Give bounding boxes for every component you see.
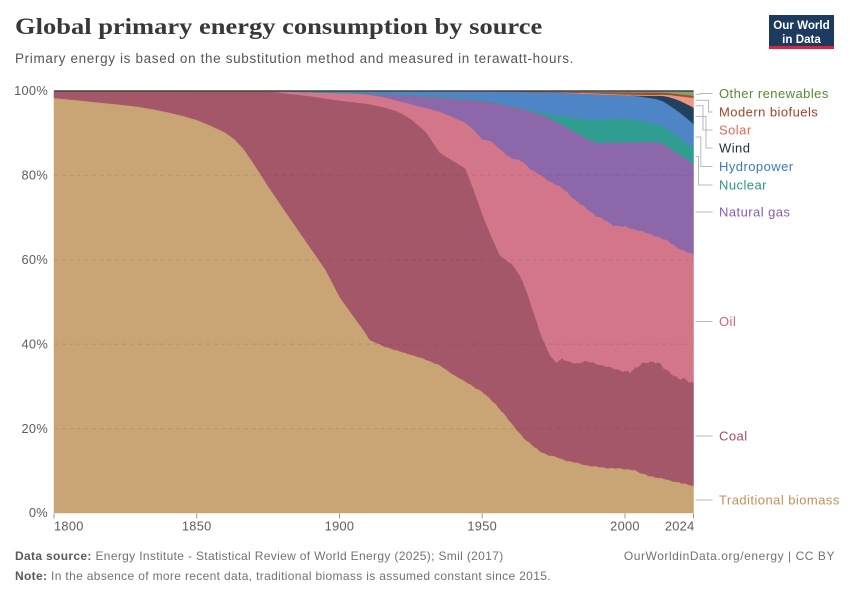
- svg-text:1800: 1800: [54, 519, 84, 534]
- svg-text:Oil: Oil: [719, 314, 736, 329]
- svg-text:1900: 1900: [325, 519, 355, 534]
- svg-text:Coal: Coal: [719, 428, 748, 443]
- svg-text:100%: 100%: [14, 83, 48, 98]
- svg-text:60%: 60%: [21, 252, 48, 267]
- svg-text:1950: 1950: [467, 519, 497, 534]
- svg-text:40%: 40%: [21, 336, 48, 351]
- svg-text:20%: 20%: [21, 421, 48, 436]
- svg-text:2024: 2024: [665, 519, 695, 534]
- svg-text:Other renewables: Other renewables: [719, 86, 829, 101]
- svg-text:Modern biofuels: Modern biofuels: [719, 104, 818, 119]
- svg-text:2000: 2000: [610, 519, 640, 534]
- svg-text:Solar: Solar: [719, 122, 752, 137]
- svg-text:Natural gas: Natural gas: [719, 204, 790, 219]
- svg-text:80%: 80%: [21, 168, 48, 183]
- svg-text:1850: 1850: [182, 519, 212, 534]
- svg-text:Nuclear: Nuclear: [719, 177, 767, 192]
- svg-text:Wind: Wind: [719, 140, 750, 155]
- svg-text:Hydropower: Hydropower: [719, 159, 794, 174]
- svg-text:Traditional biomass: Traditional biomass: [719, 492, 840, 507]
- svg-text:0%: 0%: [29, 505, 48, 520]
